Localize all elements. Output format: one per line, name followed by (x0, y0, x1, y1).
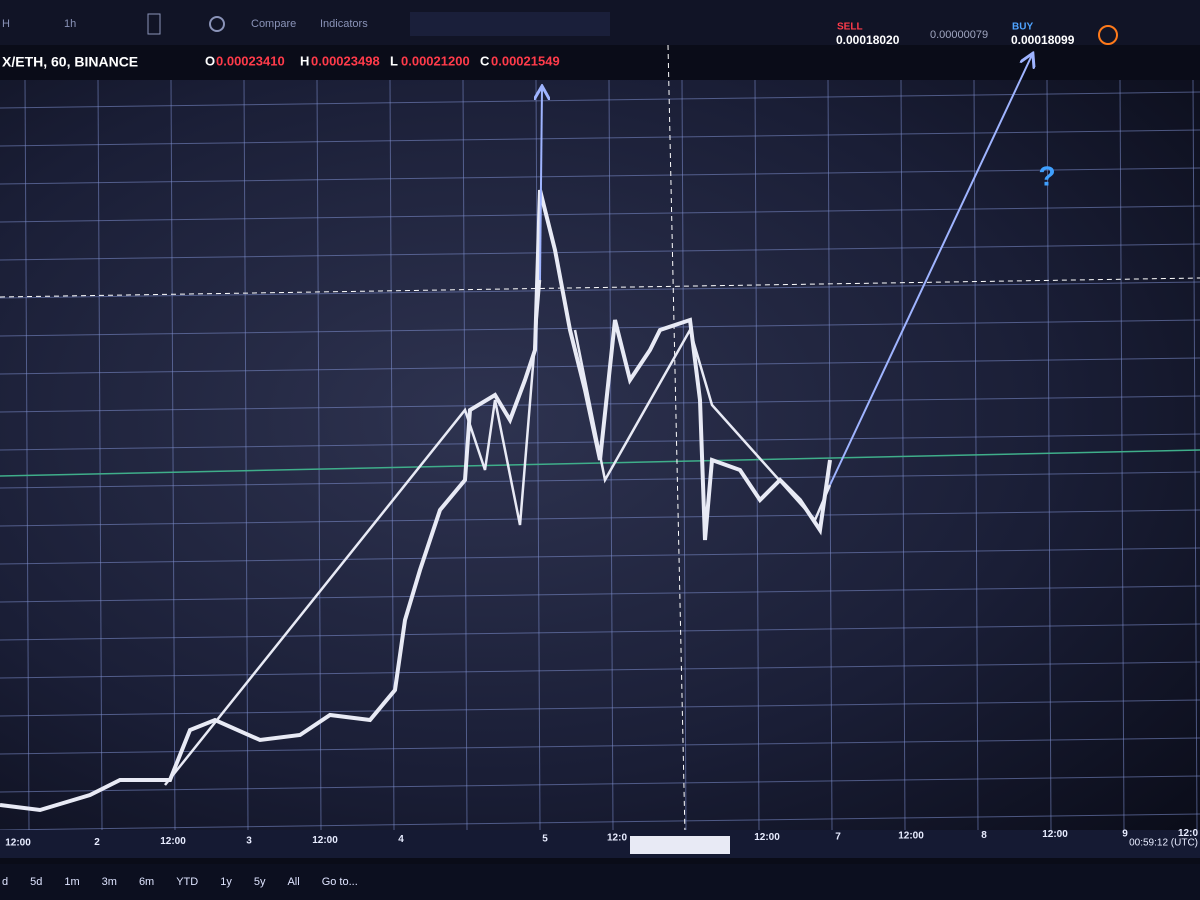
grid-v (24, 79, 30, 831)
grid-h (0, 319, 1200, 337)
grid-v (316, 79, 322, 831)
grid-h (0, 357, 1200, 375)
grid-h (0, 205, 1200, 223)
tool-icons[interactable] (410, 12, 610, 36)
grid-h (0, 623, 1200, 641)
range-button[interactable]: All (287, 876, 299, 888)
grid-h (0, 699, 1200, 717)
price-line (0, 449, 1200, 477)
settings-icon[interactable] (209, 16, 225, 32)
annotation: ? (1038, 160, 1055, 191)
time-label: 4 (398, 834, 404, 845)
interval[interactable]: 1h (64, 18, 76, 30)
time-axis (0, 830, 1200, 858)
grid-v (535, 79, 541, 831)
time-label: 12:00 (1042, 829, 1068, 840)
crosshair-h (0, 277, 1200, 298)
time-label: 12:00 (5, 838, 31, 849)
time-label: 12:00 (312, 835, 338, 846)
compare-button[interactable]: Compare (251, 18, 296, 30)
grid-h (0, 243, 1200, 261)
grid-v (97, 79, 103, 831)
trend-drawing-2 (573, 326, 832, 523)
high: 0.00023498 (311, 53, 380, 68)
range-button[interactable]: Go to... (322, 876, 358, 888)
high-label: H (300, 53, 309, 68)
grid-h (0, 129, 1200, 147)
open: 0.00023410 (216, 53, 285, 68)
grid-v (1119, 79, 1125, 831)
time-label: 7 (835, 831, 841, 842)
grid-h (0, 737, 1200, 755)
grid-h (0, 661, 1200, 679)
crosshair-time (630, 836, 730, 854)
time-label: 9 (1122, 829, 1128, 840)
grid-h (0, 281, 1200, 299)
grid-h (0, 471, 1200, 489)
range-buttons: d 5d 1m 3m 6m YTD 1y 5y All Go to... (2, 876, 358, 888)
arrow-target (829, 55, 1032, 486)
low: 0.00021200 (401, 53, 470, 68)
grid-h (0, 91, 1200, 109)
grid-h (0, 813, 1200, 831)
close: 0.00021549 (491, 53, 560, 68)
grid-h (0, 547, 1200, 565)
info-icon[interactable] (1098, 25, 1118, 45)
grid-v (1046, 79, 1052, 831)
time-label: 12:0 (607, 833, 627, 844)
grid-h (0, 585, 1200, 603)
time-labels: 12:00 2 12:00 3 12:00 4 5 12:0 12:00 7 12:00 8 12:00… (5, 828, 1198, 849)
close-label: C (480, 53, 490, 68)
grid-v (608, 79, 614, 831)
range-button[interactable]: 5d (30, 876, 42, 888)
grid-h (0, 395, 1200, 413)
range-button[interactable]: 6m (139, 876, 154, 888)
grid-v (681, 79, 687, 831)
range-button[interactable]: YTD (176, 876, 198, 888)
time-label: 12:00 (898, 831, 924, 842)
range-button[interactable]: 3m (102, 876, 117, 888)
range-button[interactable]: 1y (220, 876, 232, 888)
time-label: 8 (981, 830, 987, 841)
arrow-up (540, 88, 542, 281)
grid-v (243, 79, 249, 831)
candles (0, 189, 832, 813)
grid-h (0, 167, 1200, 185)
clock: 00:59:12 (UTC) (1129, 838, 1198, 849)
time-label: 5 (542, 833, 548, 844)
grid-v (170, 79, 176, 831)
range-button[interactable]: 5y (254, 876, 266, 888)
sell-price[interactable]: 0.00018020 (836, 33, 900, 47)
time-label: 2 (94, 837, 100, 848)
crosshair-v (667, 44, 686, 836)
time-label: 12:0 (1178, 828, 1198, 839)
grid-h (0, 775, 1200, 793)
time-label: 12:00 (754, 832, 780, 843)
symbol-short[interactable]: H (2, 18, 10, 30)
chart-type-icon[interactable] (147, 13, 161, 35)
trend-drawing (164, 279, 542, 786)
spread: 0.00000079 (930, 29, 988, 41)
open-label: O (205, 53, 215, 68)
indicators-button[interactable]: Indicators (320, 18, 368, 30)
range-button[interactable]: d (2, 876, 8, 888)
grid-v (1192, 79, 1198, 831)
range-button[interactable]: 1m (64, 876, 79, 888)
buy-label[interactable]: BUY (1012, 22, 1033, 33)
time-label: 3 (246, 836, 252, 847)
range-bar (0, 864, 1200, 900)
grid-v (900, 79, 906, 831)
sell-label[interactable]: SELL (837, 22, 863, 33)
low-label: L (390, 53, 398, 68)
ohlc: O 0.00023410 H 0.00023498 L 0.00021200 C… (205, 53, 560, 68)
symbol[interactable]: X/ETH, 60, BINANCE (2, 54, 138, 70)
grid-v (389, 79, 395, 831)
time-label: 12:00 (160, 836, 186, 847)
buy-price[interactable]: 0.00018099 (1011, 33, 1075, 47)
grid-h (0, 509, 1200, 527)
